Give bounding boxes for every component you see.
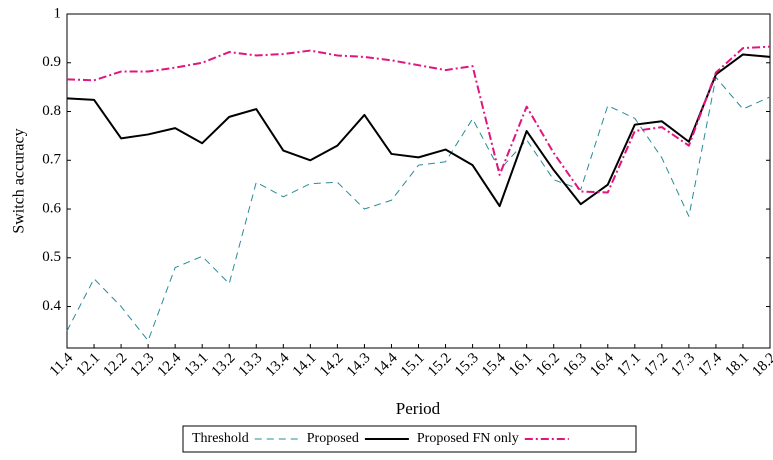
x-tick-label: 13.2 <box>209 350 239 380</box>
series-line <box>66 76 771 342</box>
x-tick-label: 17.2 <box>641 350 671 380</box>
y-tick-label: 0.8 <box>42 103 61 119</box>
y-tick-label: 0.9 <box>42 54 61 70</box>
x-tick-label: 16.4 <box>587 350 617 380</box>
x-tick-label: 16.3 <box>560 350 590 380</box>
x-tick-label: 14.1 <box>290 350 320 380</box>
x-tick-label: 11.4 <box>47 350 77 380</box>
x-tick-label: 13.3 <box>236 350 266 380</box>
x-tick-label: 15.2 <box>425 350 455 380</box>
x-tick-label: 12.2 <box>100 350 130 380</box>
x-axis-label: Period <box>396 399 441 418</box>
y-tick-label: 0.5 <box>42 249 61 265</box>
plot-frame <box>66 13 771 349</box>
x-tick-label: 12.4 <box>155 350 185 380</box>
x-tick-label: 17.4 <box>695 350 725 380</box>
x-tick-label: 15.1 <box>398 350 428 380</box>
x-tick-label: 12.1 <box>73 350 103 380</box>
x-tick-label: 14.4 <box>371 350 401 380</box>
x-tick-label: 14.3 <box>344 350 374 380</box>
x-tick-label: 15.3 <box>452 350 482 380</box>
x-tick-label: 14.2 <box>317 350 347 380</box>
x-tick-label: 18.2 <box>749 350 773 380</box>
y-axis-label: Switch accuracy <box>11 128 28 233</box>
legend-label: Proposed FN only <box>417 431 519 446</box>
x-tick-label: 13.4 <box>263 350 293 380</box>
series-line <box>66 53 771 208</box>
y-tick-label: 0.7 <box>42 152 61 168</box>
legend-label: Proposed <box>307 431 359 446</box>
x-tick-label: 17.1 <box>614 350 644 380</box>
x-tick-label: 13.1 <box>182 350 212 380</box>
y-tick-label: 1 <box>54 5 62 21</box>
y-tick-label: 0.4 <box>42 298 61 314</box>
x-tick-label: 17.3 <box>668 350 698 380</box>
x-tick-label: 16.2 <box>533 350 563 380</box>
x-tick-label: 12.3 <box>127 350 157 380</box>
y-tick-label: 0.6 <box>42 200 61 216</box>
x-tick-label: 18.1 <box>722 350 752 380</box>
series-line <box>66 45 771 194</box>
legend-label: Threshold <box>192 431 249 446</box>
x-tick-label: 16.1 <box>506 350 536 380</box>
x-tick-label: 15.4 <box>479 350 509 380</box>
